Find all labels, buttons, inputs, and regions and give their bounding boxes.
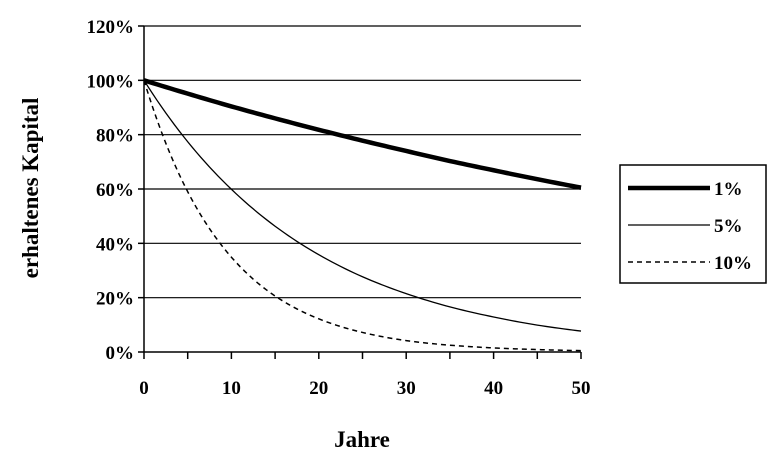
legend-label-1: 1%	[714, 179, 743, 200]
x-tick-label: 0	[139, 378, 149, 399]
legend-label-3: 10%	[714, 253, 752, 274]
tick-labels: 0% 20% 40% 60% 80% 100% 120% 0 10 20 30 40 50	[87, 17, 591, 399]
x-axis-title: Jahre	[334, 427, 390, 452]
y-tick-label: 60%	[96, 180, 134, 201]
legend-label-2: 5%	[714, 216, 743, 237]
legend-box	[619, 164, 767, 284]
x-tick-label: 30	[397, 378, 416, 399]
y-axis-title: erhaltenes Kapital	[18, 98, 43, 279]
axes	[138, 25, 582, 359]
x-tick-label: 50	[572, 378, 591, 399]
series-line-2	[143, 79, 582, 332]
y-tick-label: 100%	[87, 71, 135, 92]
x-tick-label: 20	[309, 378, 328, 399]
x-tick-label: 10	[222, 378, 241, 399]
series-line-1	[143, 78, 582, 190]
y-tick-label: 80%	[96, 126, 134, 147]
gridlines	[144, 25, 581, 299]
series-layer	[143, 78, 582, 352]
y-tick-label: 0%	[106, 343, 135, 364]
x-tick-label: 40	[484, 378, 503, 399]
y-tick-label: 40%	[96, 234, 134, 255]
legend: 1% 5% 10%	[619, 164, 767, 284]
series-line-3	[143, 80, 582, 352]
y-tick-label: 120%	[87, 17, 135, 38]
y-tick-label: 20%	[96, 289, 134, 310]
